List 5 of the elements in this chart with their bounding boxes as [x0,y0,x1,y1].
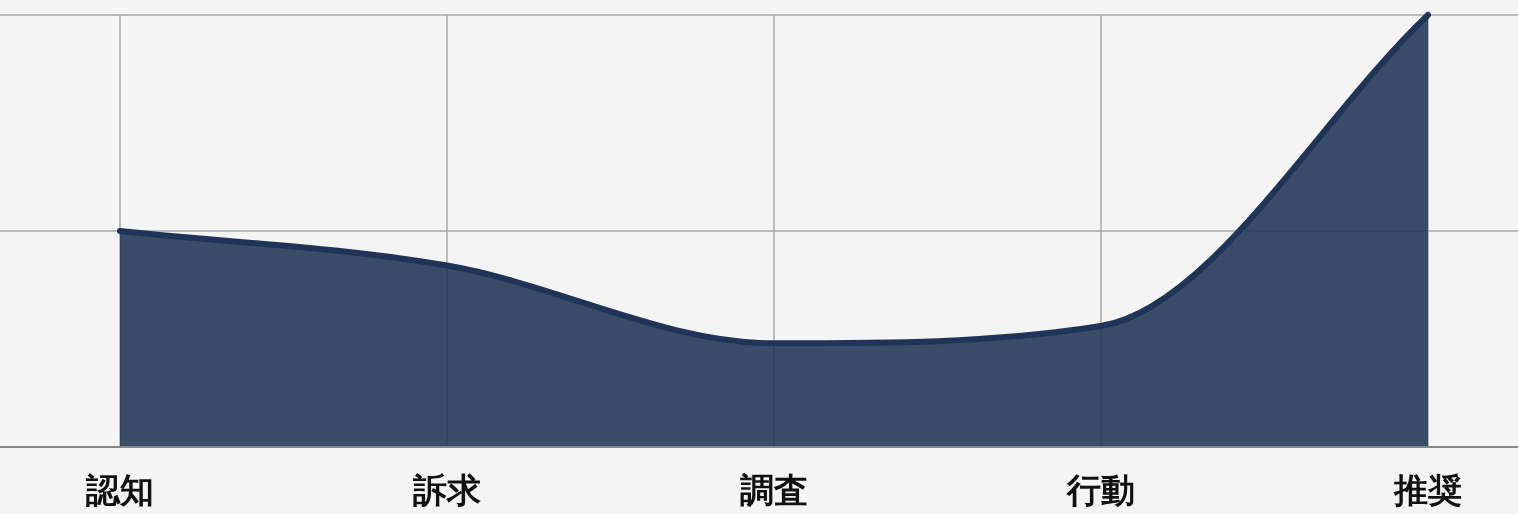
x-tick-label: 訴求 [412,470,481,510]
x-tick-label: 行動 [1066,470,1135,510]
x-tick-label: 認知 [85,470,154,510]
x-tick-label: 調査 [740,470,808,510]
x-tick-label: 推奨 [1393,470,1462,510]
